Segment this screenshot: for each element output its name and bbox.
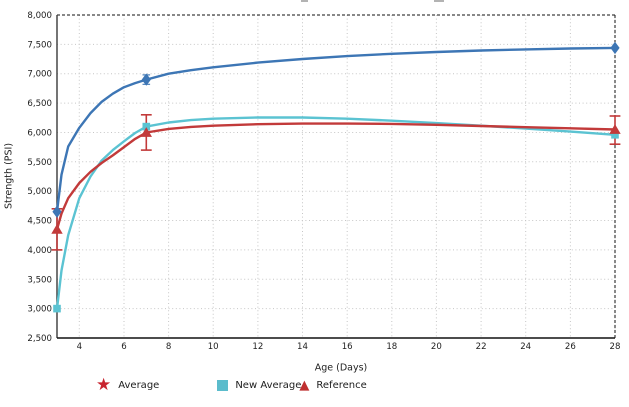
x-tick-label: 18 <box>386 342 397 352</box>
x-tick-label: 28 <box>610 342 621 352</box>
clipped-title-fragment <box>301 0 308 2</box>
x-axis-title: Age (Days) <box>314 362 368 374</box>
clipped-title-fragment <box>434 0 444 2</box>
marker-triangle <box>140 127 152 137</box>
marker-diamond <box>141 73 151 86</box>
square-icon <box>217 380 229 391</box>
x-tick-label: 16 <box>342 342 353 352</box>
x-tick-label: 10 <box>208 342 219 352</box>
marker-square <box>611 131 619 139</box>
x-tick-label: 26 <box>565 342 576 352</box>
series-line-average <box>55 46 617 213</box>
x-tick-label: 8 <box>166 342 171 352</box>
marker-square <box>142 122 151 131</box>
y-tick-label: 6,000 <box>27 129 52 139</box>
y-tick-label: 4,000 <box>27 246 52 256</box>
y-tick-label: 3,000 <box>27 305 52 315</box>
x-tick-label: 14 <box>297 342 308 352</box>
y-tick-label: 5,500 <box>27 158 52 168</box>
y-tick-label: 3,500 <box>27 275 52 285</box>
legend-label-reference: Reference <box>316 380 367 391</box>
y-tick-label: 6,500 <box>27 99 52 109</box>
star-icon: ★ <box>96 375 112 395</box>
y-axis-title: Strength (PSI) <box>3 142 15 210</box>
x-tick-label: 12 <box>252 342 263 352</box>
y-tick-label: 8,000 <box>27 11 52 21</box>
chart-legend: ★ Average New Average ▲ Reference <box>96 377 367 394</box>
y-tick-label: 7,000 <box>27 70 52 80</box>
marker-triangle <box>609 124 621 134</box>
marker-diamond <box>52 205 62 218</box>
legend-label-new-average: New Average <box>235 380 302 391</box>
x-tick-label: 6 <box>121 342 126 352</box>
legend-label-average: Average <box>118 380 160 391</box>
y-tick-label: 2,500 <box>27 334 52 344</box>
series-line-new-average <box>55 116 617 310</box>
triangle-icon: ▲ <box>299 378 310 393</box>
series-line-reference <box>55 122 617 231</box>
x-tick-label: 20 <box>431 342 442 352</box>
x-tick-label: 4 <box>77 342 82 352</box>
marker-triangle <box>51 224 63 234</box>
x-tick-label: 24 <box>520 342 531 352</box>
marker-diamond <box>610 41 620 55</box>
y-tick-label: 4,500 <box>27 217 52 227</box>
marker-square <box>53 304 61 313</box>
x-tick-label: 22 <box>476 342 487 352</box>
y-tick-label: 5,000 <box>27 187 52 197</box>
y-tick-label: 7,500 <box>27 40 52 50</box>
